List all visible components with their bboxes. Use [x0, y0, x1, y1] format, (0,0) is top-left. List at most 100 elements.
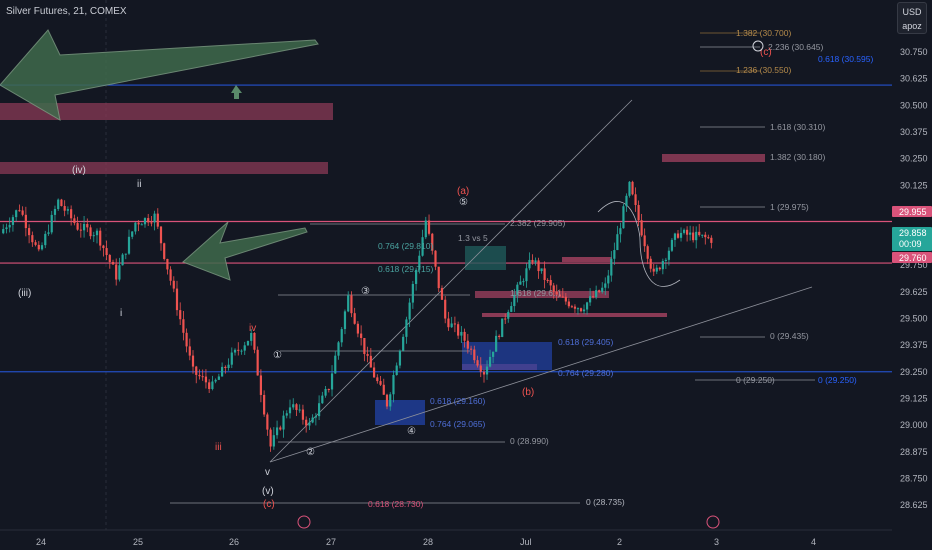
candle-body	[655, 267, 658, 272]
price-badge-label: 29.760	[899, 253, 927, 263]
candle-body	[324, 388, 327, 396]
candle-body	[356, 323, 359, 334]
candle-body	[573, 306, 577, 309]
price-tick-label: 30.375	[900, 127, 928, 137]
candle-body	[431, 233, 434, 251]
candle-body	[314, 416, 317, 418]
candle-body	[619, 228, 622, 235]
candle-body	[318, 403, 321, 417]
candle-body	[57, 199, 60, 210]
candle-body	[673, 233, 677, 240]
candle-body	[111, 261, 115, 265]
wave-label: (iv)	[72, 165, 86, 176]
candle-body	[156, 213, 159, 227]
wave-label: v	[265, 467, 270, 478]
supply-zone	[562, 257, 612, 262]
fib-label: 0.618 (28.730)	[368, 499, 423, 509]
supply-zone	[662, 154, 765, 162]
fib-label: 1.618 (30.310)	[770, 122, 825, 132]
candle-body	[140, 224, 143, 226]
candle-body	[185, 332, 188, 347]
candle-body	[301, 409, 305, 420]
candle-body	[507, 311, 510, 319]
candle-body	[121, 254, 124, 266]
candle-body	[701, 234, 704, 236]
candle-body	[89, 227, 92, 237]
candle-body	[469, 348, 473, 350]
candle-body	[555, 291, 558, 295]
candle-body	[628, 181, 631, 196]
candle-body	[137, 222, 140, 225]
candle-body	[237, 349, 240, 351]
candle-body	[327, 388, 330, 390]
candle-body	[263, 394, 266, 415]
candle-body	[195, 366, 198, 375]
candle-body	[382, 384, 385, 395]
candle-body	[450, 323, 453, 328]
fib-label: 1.382 (30.700)	[736, 28, 791, 38]
candle-body	[305, 419, 308, 426]
candle-body	[685, 229, 689, 235]
candle-body	[288, 407, 292, 414]
candle-body	[531, 259, 534, 263]
candle-body	[564, 296, 567, 302]
candle-body	[124, 253, 127, 255]
fib-zone	[462, 342, 552, 370]
candle-body	[689, 232, 692, 235]
candle-body	[658, 267, 661, 270]
candle-body	[66, 209, 69, 211]
candle-body	[360, 333, 363, 339]
candle-body	[50, 214, 53, 233]
currency-label: USD	[902, 7, 922, 17]
candle-body	[175, 288, 179, 311]
price-tick-label: 28.625	[900, 500, 928, 510]
candle-body	[537, 260, 540, 272]
candle-body	[595, 290, 598, 298]
candle-body	[447, 318, 450, 328]
candle-body	[127, 236, 131, 254]
candle-body	[350, 295, 353, 314]
fib-level-label: 0.618 (30.595)	[818, 54, 873, 64]
candle-body	[549, 280, 552, 286]
replay-icon	[297, 515, 311, 529]
candle-body	[292, 404, 295, 408]
fib-label: 0 (28.990)	[510, 436, 549, 446]
candle-body	[60, 199, 63, 207]
candle-body	[385, 394, 389, 407]
candle-body	[495, 335, 498, 352]
fib-label: 0 (29.435)	[770, 331, 809, 341]
candle-body	[266, 414, 269, 430]
bearish-arrow	[182, 221, 308, 281]
price-tick-label: 28.750	[900, 473, 928, 483]
candle-body	[73, 218, 76, 224]
candle-body	[243, 345, 246, 351]
trendline	[269, 99, 633, 463]
candle-body	[498, 335, 501, 337]
candle-body	[153, 213, 156, 223]
wave-label: ③	[361, 286, 370, 297]
candle-body	[525, 268, 528, 282]
projection-curve	[597, 201, 681, 287]
candle-body	[269, 429, 272, 447]
candle-body	[214, 379, 217, 382]
wave-label: ④	[407, 426, 416, 437]
candle-body	[379, 381, 382, 385]
candle-body	[476, 360, 479, 366]
wave-label: (c)	[263, 499, 275, 510]
currency-unit-box[interactable]: USD apoz	[897, 2, 927, 34]
candle-body	[272, 435, 275, 447]
candle-body	[670, 239, 674, 251]
fib-level-label: 0 (29.250)	[818, 375, 857, 385]
candle-body	[131, 231, 134, 237]
candle-body	[2, 229, 5, 234]
candle-body	[70, 209, 73, 219]
candle-body	[11, 217, 15, 225]
candle-body	[147, 218, 150, 223]
wave-label: (b)	[522, 387, 534, 398]
time-tick-label: 25	[133, 537, 143, 547]
candle-body	[667, 250, 671, 260]
candle-body	[150, 222, 153, 224]
candle-body	[256, 349, 259, 376]
candle-body	[37, 244, 40, 250]
